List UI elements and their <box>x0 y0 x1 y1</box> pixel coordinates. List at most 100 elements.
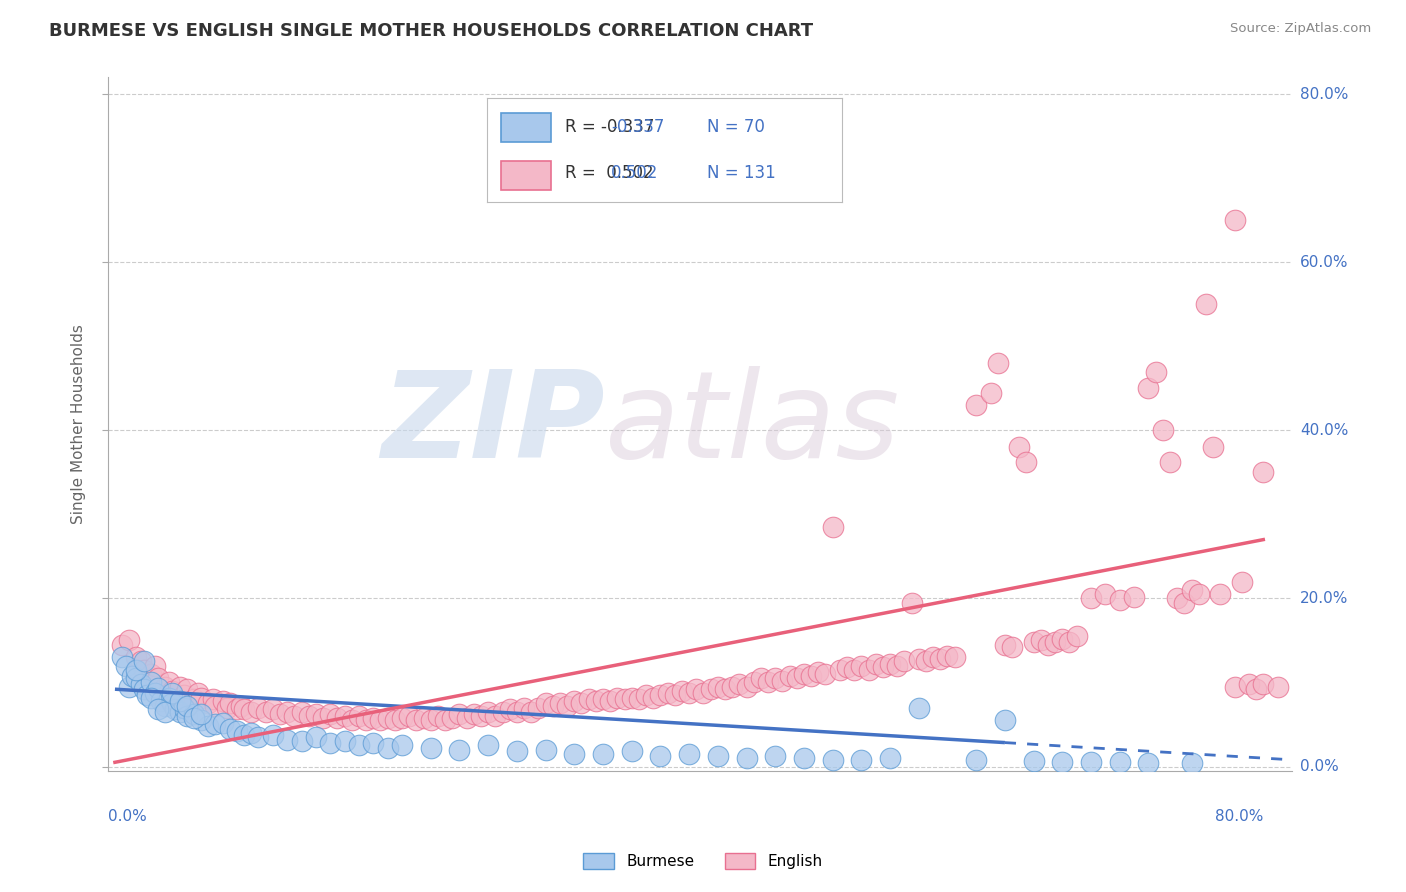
Point <box>159 690 181 705</box>
Point <box>520 705 543 719</box>
Point <box>893 655 915 669</box>
Point <box>1043 635 1066 649</box>
Point <box>477 739 499 753</box>
Point <box>749 671 772 685</box>
Point <box>1209 587 1232 601</box>
Point <box>173 700 195 714</box>
Point <box>721 680 744 694</box>
Point <box>1052 756 1074 770</box>
Point <box>419 741 441 756</box>
Point <box>1123 590 1146 604</box>
Point <box>735 680 758 694</box>
Point <box>233 728 256 742</box>
Point <box>763 749 786 764</box>
Point <box>1036 638 1059 652</box>
Point <box>456 711 478 725</box>
Point <box>1108 756 1130 770</box>
Point <box>779 669 801 683</box>
Point <box>965 398 987 412</box>
Point <box>627 692 650 706</box>
Y-axis label: Single Mother Households: Single Mother Households <box>72 324 86 524</box>
Point <box>319 736 342 750</box>
Point <box>333 709 356 723</box>
Point <box>125 650 148 665</box>
Point <box>426 709 449 723</box>
Point <box>807 665 830 680</box>
Point <box>370 713 392 727</box>
Point <box>936 648 959 663</box>
Point <box>685 682 707 697</box>
Point <box>190 713 212 727</box>
Point <box>363 736 385 750</box>
Text: Source: ZipAtlas.com: Source: ZipAtlas.com <box>1230 22 1371 36</box>
Point <box>254 705 277 719</box>
Point <box>907 700 929 714</box>
Point <box>1008 440 1031 454</box>
Point <box>162 685 184 699</box>
Point <box>506 744 529 758</box>
Text: 0.0%: 0.0% <box>1301 759 1339 774</box>
Point <box>994 713 1017 727</box>
Point <box>491 705 513 719</box>
Point <box>283 709 305 723</box>
Point <box>872 660 894 674</box>
Point <box>793 751 815 765</box>
Point <box>211 715 233 730</box>
Point <box>276 705 298 719</box>
Text: atlas: atlas <box>605 366 900 483</box>
Point <box>183 711 205 725</box>
Point <box>391 711 413 725</box>
Point <box>143 685 166 699</box>
Point <box>756 675 779 690</box>
Text: 80.0%: 80.0% <box>1301 87 1348 102</box>
Point <box>153 680 176 694</box>
Point <box>190 707 212 722</box>
Point <box>1137 756 1160 771</box>
Point <box>298 709 321 723</box>
Point <box>1173 596 1195 610</box>
Point <box>149 694 172 708</box>
Point <box>441 711 464 725</box>
Point <box>1159 455 1181 469</box>
Point <box>1251 677 1274 691</box>
Point <box>139 675 162 690</box>
Point <box>169 680 191 694</box>
Point <box>664 688 686 702</box>
Point <box>980 385 1002 400</box>
Point <box>377 711 399 725</box>
Point <box>513 700 536 714</box>
Point <box>585 694 607 708</box>
Point <box>1022 635 1045 649</box>
Point <box>1015 455 1038 469</box>
Point <box>650 749 672 764</box>
Point <box>592 747 614 761</box>
Point <box>319 707 342 722</box>
Point <box>347 709 370 723</box>
Point <box>1094 587 1116 601</box>
Point <box>176 682 198 697</box>
Point <box>929 652 952 666</box>
Point <box>204 717 226 731</box>
Point <box>1144 365 1167 379</box>
Point <box>449 742 471 756</box>
Point <box>143 658 166 673</box>
Point <box>276 732 298 747</box>
Point <box>135 688 157 702</box>
Point <box>111 650 134 665</box>
Point <box>247 730 270 744</box>
Point <box>146 681 169 696</box>
Point <box>1188 587 1211 601</box>
Point <box>1137 381 1160 395</box>
Point <box>226 702 249 716</box>
Point <box>793 667 815 681</box>
Point <box>118 633 141 648</box>
Point <box>886 658 908 673</box>
Point <box>125 671 148 685</box>
Point <box>728 677 751 691</box>
Point <box>742 675 765 690</box>
Point <box>162 684 184 698</box>
Text: ZIP: ZIP <box>381 366 605 483</box>
Point <box>606 690 628 705</box>
Point <box>1237 677 1260 691</box>
Point <box>204 698 226 713</box>
